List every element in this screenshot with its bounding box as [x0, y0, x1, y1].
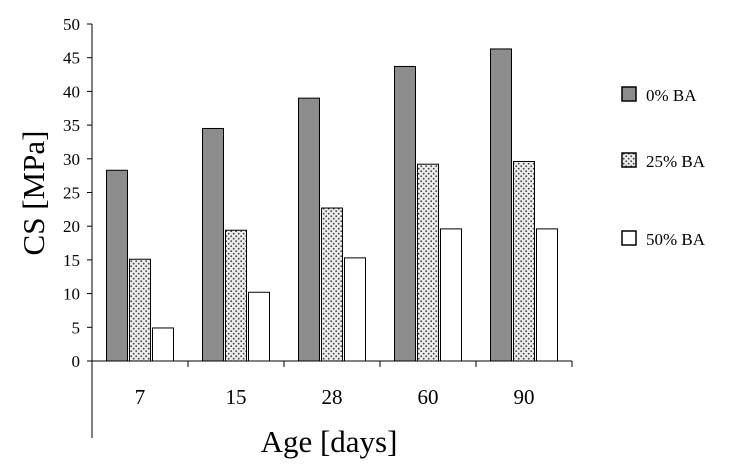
bar	[394, 65, 416, 362]
y-tick-label: 10	[63, 285, 80, 304]
bar	[248, 291, 270, 362]
x-tick-label: 60	[418, 385, 439, 409]
bar	[490, 48, 512, 362]
y-tick-label: 15	[63, 251, 80, 270]
bar	[152, 327, 174, 362]
bar	[344, 257, 366, 362]
y-axis-title: CS [MPa]	[16, 131, 51, 256]
bar	[106, 169, 128, 362]
y-tick-label: 30	[63, 150, 80, 169]
bar	[417, 163, 439, 362]
legend-swatch	[621, 86, 637, 102]
bar	[513, 160, 535, 362]
bar	[321, 207, 343, 362]
legend-label: 50% BA	[646, 230, 706, 249]
bar	[298, 97, 320, 362]
y-tick-label: 0	[72, 352, 81, 371]
y-tick-label: 20	[63, 217, 80, 236]
bar	[536, 228, 558, 362]
y-tick-label: 40	[63, 82, 80, 101]
legend-swatch	[621, 230, 637, 246]
x-tick-label: 7	[135, 385, 146, 409]
y-tick-label: 45	[63, 49, 80, 68]
bar	[202, 127, 224, 362]
y-tick-label: 25	[63, 184, 80, 203]
y-tick-label: 5	[72, 318, 81, 337]
bar	[440, 228, 462, 362]
x-tick-label: 15	[226, 385, 247, 409]
x-tick-label: 28	[322, 385, 343, 409]
legend-label: 25% BA	[646, 152, 706, 171]
legend-swatch	[621, 152, 637, 168]
bar	[225, 229, 247, 362]
legend-label: 0% BA	[646, 86, 697, 105]
y-tick-label: 35	[63, 116, 80, 135]
x-axis-title: Age [days]	[261, 424, 398, 459]
bar	[129, 258, 151, 362]
y-tick-label: 50	[63, 15, 80, 34]
x-tick-label: 90	[514, 385, 535, 409]
